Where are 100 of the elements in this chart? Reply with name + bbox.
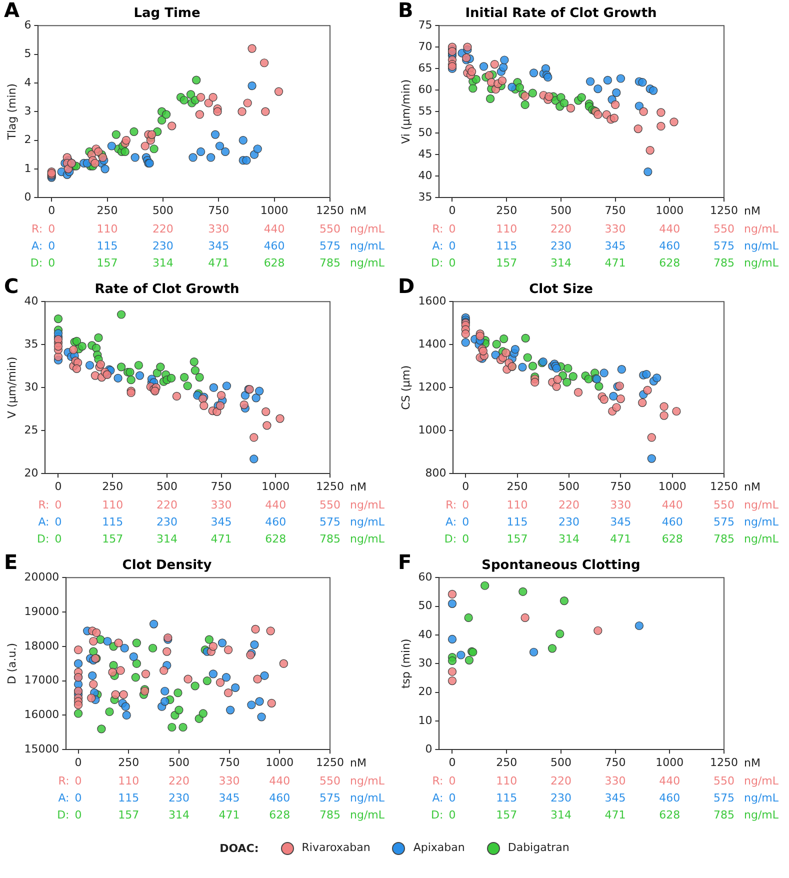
text: 785 [714, 808, 734, 822]
text: 575 [320, 240, 340, 253]
text: ng/mL [350, 532, 386, 546]
x2-tick-label: 0 [448, 774, 456, 788]
y-tick-label: 2 [24, 133, 32, 146]
x-tick-label: 0 [74, 756, 82, 770]
text: 157 [102, 532, 124, 546]
x2-tick-label: 550 [714, 222, 734, 236]
legend-title: DOAC: [220, 842, 259, 854]
x-tick-label: 750 [604, 204, 626, 218]
text: R: [432, 222, 444, 236]
y-tick-label: 40 [418, 168, 432, 182]
y-tick-label: 60 [418, 570, 432, 584]
text: 115 [506, 516, 528, 529]
x-tick-label: 250 [118, 756, 140, 770]
text: ng/mL [350, 240, 386, 253]
text: 115 [102, 516, 124, 529]
x2-tick-label: 550 [320, 222, 340, 236]
x2-tick-label: 440 [659, 222, 680, 236]
text: 314 [152, 256, 174, 270]
y-tick-label: 25 [24, 423, 38, 436]
text: 460 [264, 240, 285, 253]
legend-label: Dabigatran [506, 841, 570, 855]
x-tick-label: 500 [558, 480, 580, 494]
x-tick-label: 250 [496, 204, 518, 218]
text: D: [30, 256, 43, 270]
text: 785 [320, 532, 340, 546]
y-axis-title: Vi (µm/min) [399, 79, 412, 144]
text: 0 [462, 516, 470, 529]
x-tick-label: 0 [448, 756, 456, 770]
text: 460 [662, 516, 683, 529]
y-tick-label: 19000 [24, 604, 60, 618]
x2-tick-label: 550 [714, 498, 734, 512]
y-tick-label: 0 [24, 190, 32, 204]
text: A [4, 0, 20, 22]
text: 628 [265, 532, 286, 546]
text: 575 [320, 792, 340, 805]
text: 230 [156, 516, 178, 529]
x-tick-label: 250 [96, 204, 118, 218]
y-tick-label: 800 [425, 466, 446, 480]
x-tick-label: 1000 [266, 756, 294, 770]
y-tick-label: 16000 [24, 708, 60, 722]
x-axis-title: nM [744, 480, 760, 494]
x-tick-label: 500 [152, 204, 174, 218]
x-axis-title: nM [744, 756, 760, 770]
y-tick-label: 4 [24, 76, 32, 89]
text: 230 [152, 240, 174, 253]
y-tick-label: 30 [24, 380, 38, 394]
x-tick-label: 500 [550, 204, 572, 218]
x-tick-label: 1250 [710, 204, 738, 218]
x-tick-label: 250 [506, 480, 528, 494]
text: 157 [496, 808, 518, 822]
x2-axis-title: ng/mL [744, 774, 780, 788]
legend-label: Rivaroxaban [300, 841, 370, 855]
y-tick-label: 50 [418, 126, 432, 139]
text: 460 [269, 792, 290, 805]
y-tick-label: 20 [24, 466, 38, 480]
x2-tick-label: 110 [96, 222, 118, 236]
text: 628 [264, 256, 285, 270]
text: D: [57, 808, 70, 822]
x-tick-label: 500 [168, 756, 190, 770]
x2-tick-label: 220 [152, 222, 174, 236]
text: 628 [659, 808, 680, 822]
y-tick-label: 75 [418, 18, 432, 32]
x2-tick-label: 220 [550, 222, 572, 236]
x-tick-label: 1250 [316, 480, 344, 494]
text: ng/mL [744, 808, 780, 822]
x-axis-title: nM [350, 756, 366, 770]
text: 314 [156, 532, 178, 546]
text: 0 [74, 808, 82, 822]
text: D: [444, 532, 457, 546]
x-tick-label: 250 [102, 480, 124, 494]
text: 0 [448, 808, 456, 822]
text: 115 [496, 240, 518, 253]
text: 345 [218, 792, 240, 805]
x2-tick-label: 440 [659, 774, 680, 788]
text: 345 [604, 240, 626, 253]
text: 157 [506, 532, 528, 546]
x2-axis-title: ng/mL [350, 774, 386, 788]
text: ng/mL [744, 792, 780, 805]
text: D: [37, 532, 50, 546]
text: 0 [448, 792, 456, 805]
text: 628 [269, 808, 290, 822]
text: D [398, 274, 415, 298]
text: 314 [550, 256, 572, 270]
text: ng/mL [350, 792, 386, 805]
chart-title: Rate of Clot Growth [94, 282, 240, 298]
x2-tick-label: 220 [550, 774, 572, 788]
x2-tick-label: 550 [320, 498, 340, 512]
x2-tick-label: 110 [102, 498, 124, 512]
x-tick-label: 1000 [260, 204, 288, 218]
text: ng/mL [744, 256, 780, 270]
text: F [398, 550, 412, 574]
text: 460 [265, 516, 286, 529]
y-axis-title: CS (µm) [399, 365, 412, 410]
text: 345 [604, 792, 626, 805]
y-axis-title: tsp (min) [399, 638, 412, 689]
text: 230 [550, 240, 572, 253]
x2-tick-label: 220 [168, 774, 190, 788]
y-axis-title: Tlag (min) [5, 83, 18, 141]
